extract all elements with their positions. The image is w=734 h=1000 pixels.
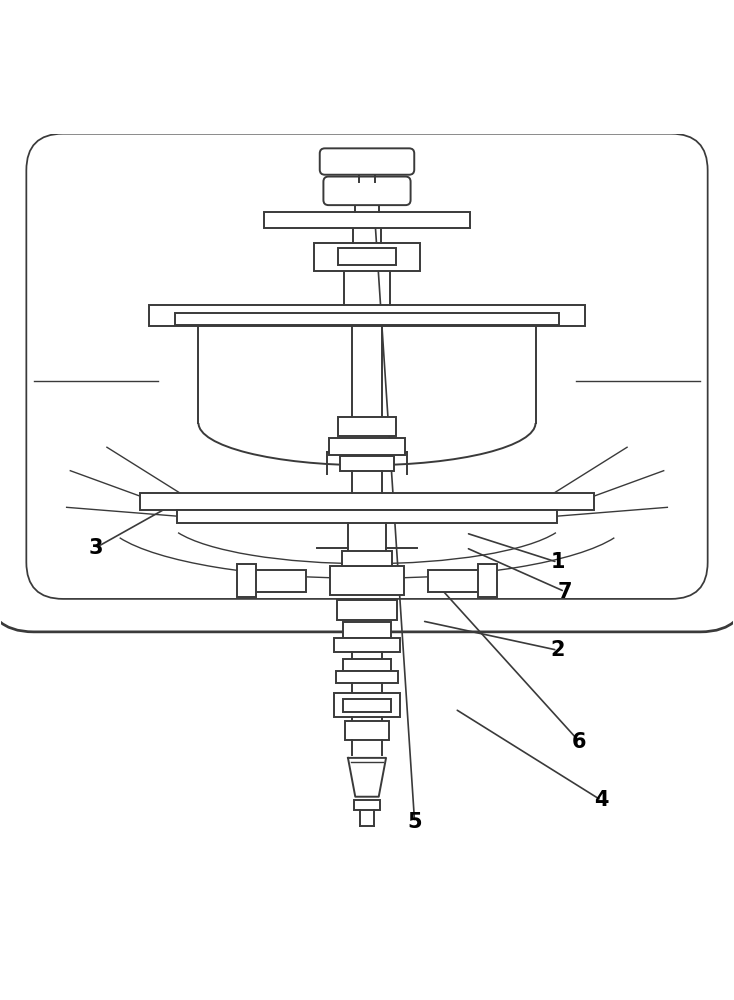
Bar bbox=[314, 243, 420, 271]
Bar bbox=[337, 600, 397, 620]
Bar bbox=[344, 699, 390, 712]
Bar bbox=[355, 800, 379, 810]
FancyBboxPatch shape bbox=[0, 101, 734, 632]
Bar bbox=[338, 248, 396, 265]
Bar bbox=[342, 551, 392, 566]
Text: 6: 6 bbox=[573, 732, 586, 752]
Text: 7: 7 bbox=[558, 582, 572, 602]
Bar bbox=[149, 305, 585, 326]
Text: 4: 4 bbox=[595, 790, 608, 810]
Bar bbox=[264, 212, 470, 228]
Bar bbox=[344, 659, 390, 671]
Bar bbox=[344, 622, 390, 638]
Text: 2: 2 bbox=[550, 640, 564, 660]
Bar bbox=[345, 721, 389, 740]
Bar bbox=[140, 493, 594, 510]
Bar bbox=[479, 564, 498, 597]
Bar bbox=[428, 570, 479, 592]
Bar bbox=[329, 438, 405, 455]
Bar bbox=[236, 564, 255, 597]
Bar bbox=[175, 313, 559, 325]
Bar bbox=[255, 570, 306, 592]
Bar bbox=[338, 417, 396, 436]
Text: 1: 1 bbox=[550, 552, 564, 572]
Bar bbox=[334, 638, 400, 652]
FancyBboxPatch shape bbox=[320, 148, 414, 175]
Bar bbox=[334, 693, 400, 717]
Polygon shape bbox=[348, 758, 386, 797]
Bar bbox=[340, 456, 394, 471]
Text: 5: 5 bbox=[407, 812, 422, 832]
Bar bbox=[336, 671, 398, 683]
Bar bbox=[176, 510, 558, 523]
Bar bbox=[330, 566, 404, 595]
Text: 3: 3 bbox=[89, 538, 103, 558]
FancyBboxPatch shape bbox=[324, 177, 410, 205]
